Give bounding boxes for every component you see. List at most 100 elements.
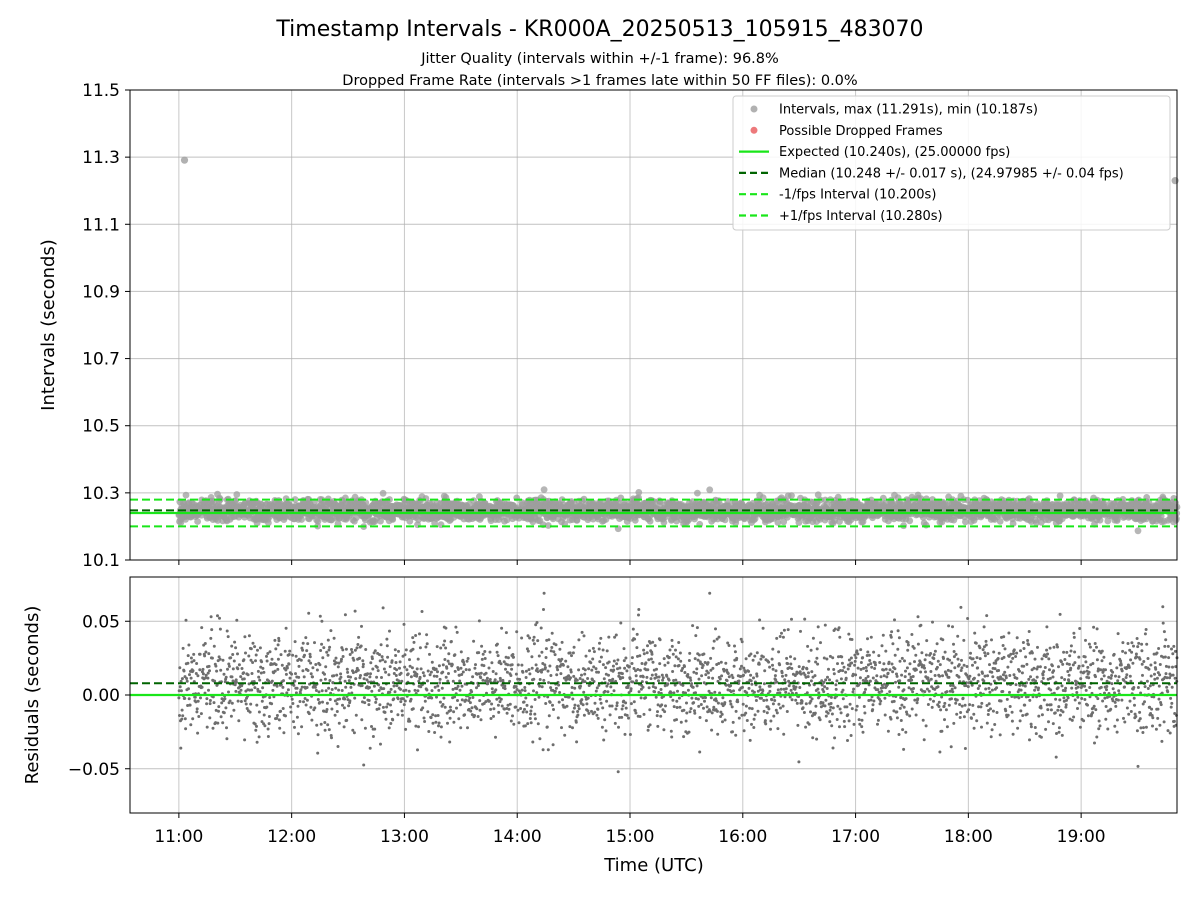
residual-point	[703, 699, 706, 703]
residual-point	[688, 710, 692, 714]
residual-point	[458, 688, 462, 692]
residual-point	[446, 721, 449, 725]
residual-point	[727, 675, 731, 679]
residual-point	[731, 720, 735, 724]
residual-point	[701, 663, 705, 667]
residual-point	[656, 710, 659, 714]
residual-point	[573, 703, 577, 707]
residual-point	[224, 675, 228, 679]
residual-point	[610, 704, 614, 708]
residual-point	[577, 638, 581, 642]
residual-point	[283, 649, 287, 653]
residual-point	[324, 665, 328, 669]
residual-point	[694, 634, 698, 638]
residual-point	[656, 724, 660, 728]
residual-point	[399, 687, 402, 691]
residual-point	[452, 710, 456, 714]
residual-point	[465, 659, 469, 663]
residual-point	[196, 699, 200, 703]
residual-point	[587, 667, 591, 671]
residual-point	[609, 685, 613, 689]
residual-point	[438, 677, 442, 681]
residual-point	[667, 656, 671, 659]
residual-point	[647, 686, 651, 690]
interval-point	[1096, 516, 1104, 524]
residual-point	[704, 696, 707, 700]
residual-point	[444, 626, 448, 630]
residual-point	[222, 672, 226, 676]
residual-point	[753, 713, 757, 717]
residual-point	[187, 643, 191, 647]
residual-point	[385, 705, 389, 709]
residual-point	[437, 721, 441, 725]
residual-point	[442, 643, 446, 647]
residual-point	[432, 674, 436, 678]
residual-point	[445, 666, 449, 670]
residual-point	[428, 673, 432, 677]
residual-point	[310, 718, 314, 722]
residual-point	[732, 689, 735, 693]
residual-point	[425, 633, 429, 637]
residual-point	[677, 664, 681, 667]
residual-point	[356, 643, 360, 646]
residual-point	[426, 679, 429, 683]
residual-point	[259, 671, 263, 675]
residual-point	[571, 726, 574, 730]
residual-point	[540, 650, 544, 654]
residual-point	[601, 706, 605, 710]
residual-point	[240, 667, 244, 670]
residual-point	[528, 636, 532, 640]
residual-point	[274, 663, 278, 667]
residual-point	[482, 664, 486, 668]
residual-point	[187, 687, 190, 691]
residual-point	[277, 639, 281, 643]
residual-point	[695, 626, 699, 630]
residual-point	[399, 671, 403, 675]
residual-point	[221, 658, 225, 662]
residual-point	[411, 636, 415, 640]
residual-point	[569, 670, 573, 674]
residual-point	[434, 667, 438, 671]
residual-point	[593, 710, 597, 714]
residual-point	[271, 688, 275, 692]
residual-point	[292, 720, 295, 724]
residual-point	[748, 706, 752, 710]
residual-point	[437, 724, 440, 728]
interval-point	[660, 519, 668, 526]
residual-point	[457, 717, 461, 721]
residual-point	[536, 722, 540, 726]
residual-point	[597, 647, 601, 651]
residual-point	[375, 665, 379, 669]
residual-point	[483, 657, 487, 660]
residual-point	[352, 731, 356, 735]
residual-point	[549, 686, 553, 690]
residual-point	[628, 733, 632, 736]
residual-point	[211, 726, 215, 730]
residual-point	[569, 676, 572, 680]
residual-point	[641, 685, 645, 689]
residual-point	[425, 688, 429, 692]
residual-point	[737, 716, 741, 720]
residual-point	[275, 716, 279, 720]
residual-point	[198, 668, 202, 672]
residual-point	[608, 713, 612, 717]
residual-point	[554, 643, 558, 647]
residual-point	[260, 660, 264, 664]
residual-point	[508, 702, 512, 706]
residual-point	[184, 727, 188, 731]
residual-point	[582, 713, 586, 717]
residual-point	[551, 743, 555, 747]
residual-point	[696, 697, 700, 701]
residual-point	[582, 634, 586, 638]
residual-point	[714, 627, 717, 631]
residual-point	[576, 704, 580, 708]
residual-point	[225, 726, 228, 730]
residual-point	[541, 668, 544, 672]
residual-point	[632, 700, 636, 704]
residual-point	[364, 648, 368, 651]
interval-point	[282, 513, 289, 521]
residual-point	[752, 690, 756, 694]
residual-point	[270, 679, 274, 683]
residual-point	[642, 648, 646, 652]
residual-point	[468, 696, 472, 700]
